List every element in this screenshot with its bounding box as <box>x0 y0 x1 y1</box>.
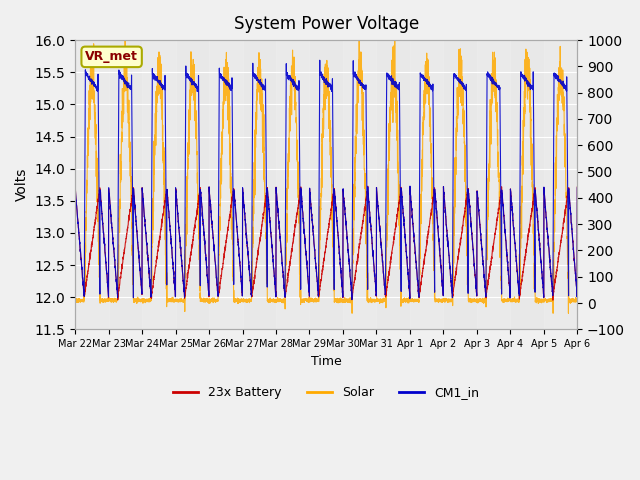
Bar <box>75 40 109 329</box>
Bar <box>544 40 577 329</box>
Title: System Power Voltage: System Power Voltage <box>234 15 419 33</box>
Bar <box>276 40 310 329</box>
Bar <box>343 40 376 329</box>
Y-axis label: Volts: Volts <box>15 168 29 202</box>
Bar <box>142 40 175 329</box>
Bar <box>410 40 444 329</box>
Bar <box>477 40 510 329</box>
X-axis label: Time: Time <box>311 355 342 368</box>
Legend: 23x Battery, Solar, CM1_in: 23x Battery, Solar, CM1_in <box>168 381 484 404</box>
Bar <box>209 40 243 329</box>
Text: VR_met: VR_met <box>85 50 138 63</box>
